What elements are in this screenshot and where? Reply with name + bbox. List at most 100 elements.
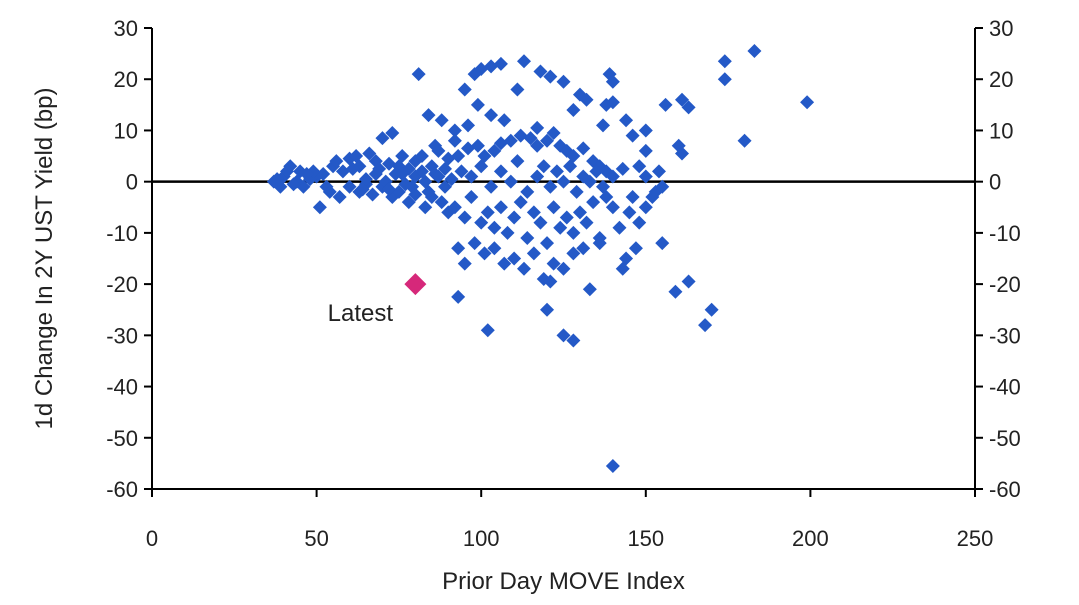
data-point [464, 169, 479, 184]
x-tick-label: 200 [792, 526, 829, 551]
data-point [556, 74, 571, 89]
data-point [576, 141, 591, 156]
data-point [434, 195, 449, 210]
y-tick-label-right: 10 [989, 118, 1013, 143]
data-point [375, 131, 390, 146]
data-point [507, 251, 522, 266]
y-tick-label-right: -60 [989, 477, 1021, 502]
data-point [493, 56, 508, 71]
data-point [362, 146, 377, 161]
data-point [543, 69, 558, 84]
data-point [698, 318, 713, 333]
data-point [582, 282, 597, 297]
data-point [451, 241, 466, 256]
data-point [480, 323, 495, 338]
data-point [513, 128, 528, 143]
data-point [401, 195, 416, 210]
data-point [520, 184, 535, 199]
data-point [447, 123, 462, 138]
data-point [474, 159, 489, 174]
data-point [540, 133, 555, 148]
data-point [566, 333, 581, 348]
data-point [675, 146, 690, 161]
data-point [612, 220, 627, 235]
data-point [447, 200, 462, 215]
data-point [457, 210, 472, 225]
data-point [622, 205, 637, 220]
y-tick-label-right: -10 [989, 221, 1021, 246]
data-point [516, 261, 531, 276]
data-point [480, 205, 495, 220]
data-point [632, 215, 647, 230]
data-point [414, 149, 429, 164]
data-point [513, 195, 528, 210]
data-point [520, 231, 535, 246]
data-point [549, 164, 564, 179]
data-point [576, 241, 591, 256]
data-point [533, 215, 548, 230]
data-point [493, 136, 508, 151]
data-point [747, 44, 762, 59]
data-point [464, 190, 479, 205]
data-point [454, 164, 469, 179]
data-point [510, 82, 525, 97]
data-point [342, 179, 357, 194]
data-point [651, 164, 666, 179]
data-point [273, 179, 288, 194]
data-point [546, 200, 561, 215]
y-tick-label-left: -10 [106, 221, 138, 246]
data-point [566, 225, 581, 240]
data-point [434, 113, 449, 128]
data-point [391, 184, 406, 199]
data-point [493, 200, 508, 215]
data-point [299, 166, 314, 181]
data-point [477, 246, 492, 261]
data-point [556, 261, 571, 276]
data-point [497, 113, 512, 128]
data-point [605, 458, 620, 473]
data-point [556, 174, 571, 189]
data-point [484, 108, 499, 123]
data-point [638, 123, 653, 138]
y-tick-label-right: -20 [989, 272, 1021, 297]
data-point [592, 236, 607, 251]
data-point [349, 149, 364, 164]
y-tick-label-right: -40 [989, 375, 1021, 400]
data-point [279, 164, 294, 179]
data-point [500, 225, 515, 240]
data-point [382, 156, 397, 171]
data-point [536, 159, 551, 174]
data-point [737, 133, 752, 148]
data-point [332, 190, 347, 205]
data-points [266, 44, 815, 473]
y-tick-label-left: 20 [114, 67, 138, 92]
data-point [484, 179, 499, 194]
data-point [540, 302, 555, 317]
data-point [329, 154, 344, 169]
data-point [447, 133, 462, 148]
data-point [566, 246, 581, 261]
latest-point [404, 273, 427, 296]
data-point [451, 149, 466, 164]
data-point [467, 236, 482, 251]
data-point [625, 190, 640, 205]
data-point [457, 82, 472, 97]
x-tick-label: 0 [146, 526, 158, 551]
data-point [437, 161, 452, 176]
data-point [474, 215, 489, 230]
data-point [543, 274, 558, 289]
data-point [655, 236, 670, 251]
data-point [516, 54, 531, 69]
y-tick-label-right: -50 [989, 426, 1021, 451]
y-tick-label-right: 0 [989, 170, 1001, 195]
data-point [487, 143, 502, 158]
data-point [563, 159, 578, 174]
data-point [461, 141, 476, 156]
data-point [507, 210, 522, 225]
x-tick-label: 250 [957, 526, 994, 551]
data-point [638, 200, 653, 215]
data-point [474, 61, 489, 76]
